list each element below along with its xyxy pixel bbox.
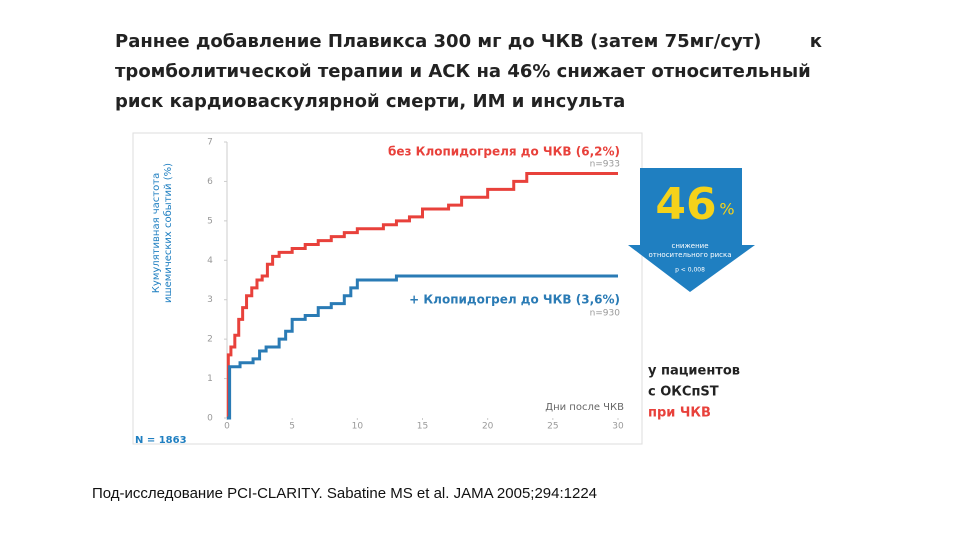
y-tick-label: 4 <box>207 256 213 266</box>
badge-p: p < 0,008 <box>675 267 705 274</box>
chart-frame <box>132 132 643 445</box>
x-tick-label: 20 <box>482 422 494 432</box>
side-note: у пациентов <box>648 364 740 379</box>
footer: Под-исследование PCI-CLARITY. Sabatine M… <box>92 485 597 502</box>
x-tick-label: 0 <box>224 422 230 432</box>
y-tick-label: 2 <box>207 335 213 345</box>
x-axis-label: Дни после ЧКВ <box>545 402 624 413</box>
x-tick-label: 25 <box>547 422 558 432</box>
series-line <box>227 274 618 420</box>
y-tick-label: 6 <box>207 177 213 187</box>
series-line <box>226 172 618 420</box>
title-line: Раннее добавление Плавикса 300 мг до ЧКВ… <box>115 31 761 52</box>
badge-unit: % <box>719 200 734 219</box>
x-tick-label: 10 <box>352 422 364 432</box>
badge-text: снижение <box>671 242 708 250</box>
y-axis-label-line: ишемических событий (%) <box>163 163 174 303</box>
x-tick-label: 30 <box>612 422 624 432</box>
x-tick-label: 5 <box>289 422 295 432</box>
badge-arrow <box>628 168 755 292</box>
y-tick-label: 1 <box>207 374 213 384</box>
y-tick-label: 0 <box>207 414 213 424</box>
legend-label: + Клопидогрел до ЧКВ (3,6%) <box>409 293 620 307</box>
y-tick-label: 3 <box>207 295 213 305</box>
title-line: тромболитической терапии и АСК на 46% сн… <box>115 61 811 82</box>
y-axis-label-line: Кумулятивная частота <box>151 173 162 293</box>
badge-number: 46 <box>655 179 716 230</box>
legend-n: n=930 <box>590 309 621 319</box>
side-note: с ОКСпST <box>648 385 719 400</box>
x-tick-label: 15 <box>417 422 428 432</box>
badge-text: относительного риска <box>648 251 731 259</box>
y-tick-label: 5 <box>207 216 213 226</box>
total-n: N = 1863 <box>135 435 187 446</box>
y-tick-label: 7 <box>207 138 213 148</box>
title-line: риск кардиоваскулярной смерти, ИМ и инсу… <box>115 91 625 112</box>
side-note: при ЧКВ <box>648 406 711 421</box>
legend-label: без Клопидогреля до ЧКВ (6,2%) <box>388 145 620 159</box>
title-line: к <box>810 31 822 52</box>
legend-n: n=933 <box>590 160 620 170</box>
y-axis-label: Кумулятивная частота ишемических событий… <box>151 163 174 303</box>
